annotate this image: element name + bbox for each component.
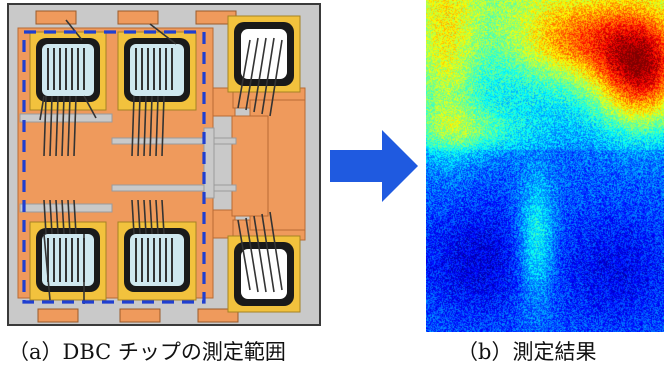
igbt-chip-bottom-right [124,228,190,292]
measurement-region-box [22,30,206,304]
igbt-chip-top-left [36,38,100,102]
bond-wires [39,19,283,304]
caption-measurement-result: （b）測定結果 [457,340,597,364]
igbt-chip-top-right [124,38,190,102]
dbc-chip-diagram [7,3,321,326]
trace-slots [19,113,237,213]
caption-dbc-chip-measurement-range: （a）DBC チップの測定範囲 [8,340,286,364]
right-arrow-icon [330,130,418,202]
thermal-measurement-result [426,0,664,332]
